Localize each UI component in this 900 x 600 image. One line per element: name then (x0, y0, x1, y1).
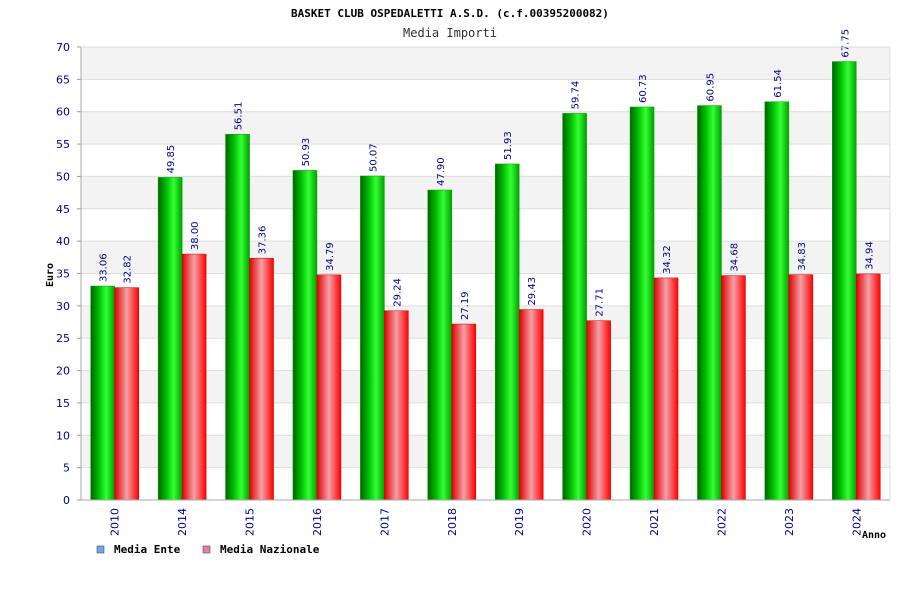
bar-media-ente-2024 (832, 61, 857, 501)
data-label-media-nazionale-2021: 34.32 (662, 245, 673, 274)
data-label-media-ente-2021: 60.73 (638, 74, 649, 103)
x-tick-label-2022: 2022 (715, 508, 728, 536)
bar-media-ente-2014 (157, 177, 183, 501)
data-label-media-nazionale-2010: 32.82 (123, 255, 134, 284)
bar-media-ente-2018 (427, 189, 453, 501)
y-tick-label: 10 (56, 429, 70, 442)
data-label-media-nazionale-2020: 27.71 (595, 288, 606, 317)
legend-label-media-nazionale: Media Nazionale (220, 543, 320, 556)
x-tick-label-2019: 2019 (513, 508, 526, 536)
data-label-media-nazionale-2017: 29.24 (392, 278, 403, 307)
grid-band (81, 370, 890, 403)
data-label-media-nazionale-2018: 27.19 (460, 291, 471, 320)
grid-band (81, 241, 890, 274)
bar-media-ente-2020 (562, 113, 587, 501)
bar-media-nazionale-2015 (249, 257, 274, 501)
data-label-media-ente-2017: 50.07 (368, 143, 379, 172)
data-label-media-nazionale-2019: 29.43 (527, 277, 538, 306)
bars: 33.06 32.82 49.85 38.00 56.51 37.36 50.93 34.79… (90, 29, 881, 501)
x-tick-label-2014: 2014 (176, 508, 189, 536)
bar-media-nazionale-2016 (316, 274, 342, 501)
grid-band (81, 176, 890, 209)
plot-background (81, 47, 890, 468)
data-label-media-ente-2024: 67.75 (840, 29, 851, 58)
y-tick-label: 30 (56, 300, 70, 313)
y-tick-label: 50 (56, 170, 70, 183)
data-label-media-ente-2023: 61.54 (773, 69, 784, 98)
x-tick-label-2010: 2010 (109, 508, 122, 536)
bar-media-ente-2017 (360, 175, 385, 501)
grid-band (81, 305, 890, 339)
y-axis-ticks: 0 5 10 15 20 25 30 35 40 45 50 55 60 65 70 (56, 41, 81, 507)
data-label-media-nazionale-2014: 38.00 (190, 221, 201, 250)
data-label-media-nazionale-2015: 37.36 (258, 226, 269, 255)
bar-media-nazionale-2019 (518, 309, 544, 501)
legend-label-media-ente: Media Ente (114, 543, 181, 556)
x-tick-label-2021: 2021 (648, 508, 661, 536)
data-label-media-ente-2020: 59.74 (571, 81, 582, 110)
x-tick-label-2017: 2017 (378, 508, 391, 536)
chart-title: BASKET CLUB OSPEDALETTI A.S.D. (c.f.0039… (291, 7, 609, 20)
x-tick-label-2016: 2016 (311, 508, 324, 536)
bar-media-ente-2016 (292, 170, 318, 501)
data-label-media-ente-2010: 33.06 (99, 253, 110, 282)
x-tick-label-2023: 2023 (783, 508, 796, 536)
bar-media-nazionale-2023 (788, 274, 814, 501)
bar-media-ente-2021 (629, 106, 655, 501)
x-tick-label-2024: 2024 (850, 508, 863, 536)
bar-media-nazionale-2010 (114, 287, 139, 501)
bar-media-nazionale-2017 (384, 310, 409, 501)
x-axis-ticks: 2010 2014 2015 2016 2017 2018 2019 2020 2021 2022… (109, 508, 864, 536)
legend-swatch-media-nazionale (202, 545, 211, 554)
grid-band (81, 47, 890, 80)
y-tick-label: 65 (56, 73, 70, 86)
data-label-media-ente-2018: 47.90 (436, 157, 447, 186)
data-label-media-nazionale-2024: 34.94 (864, 241, 875, 270)
x-tick-label-2015: 2015 (244, 508, 257, 536)
legend-swatch-media-ente (96, 545, 105, 554)
y-tick-label: 70 (56, 41, 70, 54)
data-label-media-nazionale-2023: 34.83 (797, 242, 808, 271)
bar-media-nazionale-2022 (721, 275, 746, 501)
bar-media-nazionale-2024 (856, 273, 881, 501)
bar-media-ente-2023 (764, 101, 790, 501)
x-tick-label-2020: 2020 (581, 508, 594, 536)
chart-subtitle: Media Importi (403, 26, 497, 40)
x-tick-label-2018: 2018 (446, 508, 459, 536)
y-tick-label: 20 (56, 365, 70, 378)
data-label-media-ente-2019: 51.93 (503, 131, 514, 160)
axes (80, 46, 891, 501)
grid-band (81, 111, 890, 145)
y-tick-label: 15 (56, 397, 70, 410)
bar-media-nazionale-2018 (451, 323, 477, 501)
y-tick-label: 45 (56, 203, 70, 216)
y-tick-label: 0 (63, 494, 70, 507)
grid-band (81, 435, 890, 468)
y-axis-label: Euro (45, 263, 56, 287)
y-tick-label: 5 (63, 462, 70, 475)
bar-media-nazionale-2021 (653, 277, 679, 501)
data-label-media-ente-2014: 49.85 (166, 145, 177, 174)
bar-media-ente-2010 (90, 285, 115, 501)
bar-media-nazionale-2014 (181, 253, 207, 501)
data-label-media-nazionale-2016: 34.79 (325, 242, 336, 271)
data-label-media-nazionale-2022: 34.68 (729, 243, 740, 272)
x-axis-label: Anno (862, 530, 886, 541)
y-tick-label: 55 (56, 138, 70, 151)
legend: Media Ente Media Nazionale (96, 543, 320, 556)
data-label-media-ente-2016: 50.93 (301, 138, 312, 167)
data-label-media-ente-2022: 60.95 (705, 73, 716, 102)
y-tick-label: 35 (56, 268, 70, 281)
y-tick-label: 40 (56, 235, 70, 248)
y-tick-label: 60 (56, 106, 70, 119)
bar-media-nazionale-2020 (586, 320, 611, 501)
y-tick-label: 25 (56, 332, 70, 345)
bar-media-ente-2022 (697, 105, 722, 501)
data-label-media-ente-2015: 56.51 (234, 102, 245, 131)
bar-media-ente-2015 (225, 134, 250, 501)
bar-media-ente-2019 (494, 163, 520, 501)
